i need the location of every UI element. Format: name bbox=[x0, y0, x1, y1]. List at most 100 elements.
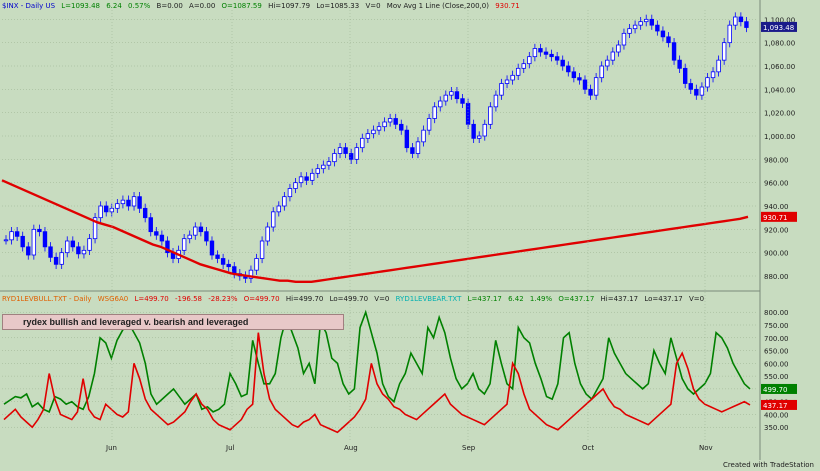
candle-body-down bbox=[393, 118, 398, 125]
candle-body-up bbox=[610, 51, 616, 61]
candle-body-up bbox=[371, 129, 376, 135]
candle-body-down bbox=[53, 256, 59, 265]
candle-body-down bbox=[142, 207, 148, 219]
candle-body-up bbox=[627, 28, 632, 34]
candle-body-up bbox=[733, 16, 738, 26]
candle-body-down bbox=[560, 59, 565, 67]
candle-body-up bbox=[282, 196, 287, 207]
candle-body-up bbox=[644, 18, 649, 23]
date-axis: Jun Jul Aug Sep Oct Nov bbox=[105, 10, 713, 452]
ma-polyline bbox=[1, 179, 749, 284]
candle-body-down bbox=[104, 205, 109, 213]
candle-body-down bbox=[549, 53, 554, 58]
upper-tick-label: 1,100.00 bbox=[764, 16, 795, 24]
candle-body-down bbox=[165, 240, 170, 254]
candle-body-down bbox=[76, 246, 81, 255]
upper-tick-label: 1,020.00 bbox=[764, 110, 795, 118]
series1-pct: -28.23% bbox=[208, 295, 238, 303]
candle-body-up bbox=[332, 153, 337, 163]
candle-body-up bbox=[426, 118, 432, 131]
candle-body-down bbox=[198, 226, 204, 233]
upper-tick-label: 940.00 bbox=[764, 203, 789, 211]
candle-body-down bbox=[738, 16, 744, 23]
series2-high: Hi=437.17 bbox=[600, 295, 639, 303]
candle-body-up bbox=[326, 161, 332, 166]
candle-body-up bbox=[387, 118, 393, 123]
candle-body-up bbox=[354, 147, 359, 160]
candle-body-up bbox=[499, 83, 504, 96]
candle-body-up bbox=[81, 249, 87, 255]
candle-body-down bbox=[209, 240, 215, 256]
candle-body-down bbox=[582, 79, 588, 90]
upper-pane-grid bbox=[2, 19, 758, 277]
candle-body-down bbox=[660, 30, 666, 38]
candle-body-down bbox=[137, 196, 142, 209]
candle-body-down bbox=[666, 36, 671, 44]
candle-body-down bbox=[649, 18, 654, 26]
candle-body-up bbox=[705, 77, 710, 88]
upper-pane-header: $INX - Daily US L=1093.48 6.24 0.57% B=0… bbox=[2, 2, 524, 10]
ma-value-flag: 930.71 bbox=[763, 214, 788, 222]
series2-change: 6.42 bbox=[508, 295, 524, 303]
candle-body-up bbox=[593, 77, 599, 96]
candle-body-up bbox=[376, 126, 382, 131]
credit-label: Created with TradeStation bbox=[722, 461, 814, 469]
candle-body-up bbox=[710, 71, 716, 79]
lower-tick-label: 650.00 bbox=[764, 348, 789, 356]
candle-body-up bbox=[120, 199, 126, 205]
series2-label: RYD1LEVBEAR.TXT bbox=[395, 295, 462, 303]
candle-body-up bbox=[65, 240, 70, 254]
candle-body-up bbox=[265, 226, 270, 242]
candle-body-up bbox=[532, 48, 538, 58]
candle-body-down bbox=[588, 88, 593, 96]
month-label: Aug bbox=[344, 444, 358, 452]
ma-value-flag-bg bbox=[761, 211, 797, 222]
lower-tick-label: 350.00 bbox=[764, 424, 789, 432]
candle-body-down bbox=[460, 98, 465, 104]
high-value: Hi=1097.79 bbox=[268, 2, 311, 10]
candle-body-down bbox=[399, 123, 404, 131]
candle-body-down bbox=[471, 123, 476, 139]
candle-body-up bbox=[181, 238, 187, 251]
ask-value: A=0.00 bbox=[189, 2, 216, 10]
candle-body-up bbox=[298, 176, 304, 184]
bear-value-flag: 437.17 bbox=[763, 402, 788, 410]
candle-body-up bbox=[605, 59, 610, 67]
bull-value-flag-bg bbox=[761, 383, 797, 394]
candle-body-up bbox=[432, 106, 437, 119]
series2-last: L=437.17 bbox=[467, 295, 502, 303]
upper-tick-label: 900.00 bbox=[764, 250, 789, 258]
candle-body-up bbox=[87, 238, 92, 251]
candle-body-up bbox=[504, 79, 510, 84]
bid-value: B=0.00 bbox=[156, 2, 183, 10]
candle-body-down bbox=[571, 71, 577, 79]
candle-body-up bbox=[92, 217, 98, 240]
candle-body-up bbox=[510, 74, 515, 81]
candle-body-down bbox=[14, 231, 20, 237]
last-price-flag: 1,093.48 bbox=[763, 24, 794, 32]
month-label: Oct bbox=[582, 444, 594, 452]
candle-body-up bbox=[315, 168, 320, 174]
candle-body-down bbox=[154, 231, 159, 236]
candle-body-down bbox=[70, 240, 76, 248]
series1-high: Hi=499.70 bbox=[285, 295, 324, 303]
candle-body-up bbox=[482, 123, 487, 137]
series2-low: Lo=437.17 bbox=[644, 295, 683, 303]
upper-tick-label: 1,060.00 bbox=[764, 63, 795, 71]
candle-body-down bbox=[694, 88, 699, 96]
candle-body-up bbox=[360, 137, 365, 149]
upper-price-axis: 880.00 900.00 920.00 940.00 960.00 980.00 1,00… bbox=[764, 16, 795, 281]
candle-body-up bbox=[527, 56, 532, 65]
candle-body-down bbox=[554, 56, 560, 61]
candle-body-down bbox=[304, 176, 309, 181]
candle-body-down bbox=[226, 263, 231, 268]
candle-body-down bbox=[42, 231, 48, 248]
candle-body-down bbox=[348, 153, 354, 160]
candle-body-down bbox=[744, 21, 749, 28]
upper-tick-label: 1,040.00 bbox=[764, 86, 795, 94]
volume-value: V=0 bbox=[365, 2, 381, 10]
candle-body-down bbox=[688, 83, 693, 90]
candle-body-up bbox=[98, 205, 103, 219]
upper-tick-label: 1,080.00 bbox=[764, 40, 795, 48]
candle-body-down bbox=[671, 42, 677, 61]
